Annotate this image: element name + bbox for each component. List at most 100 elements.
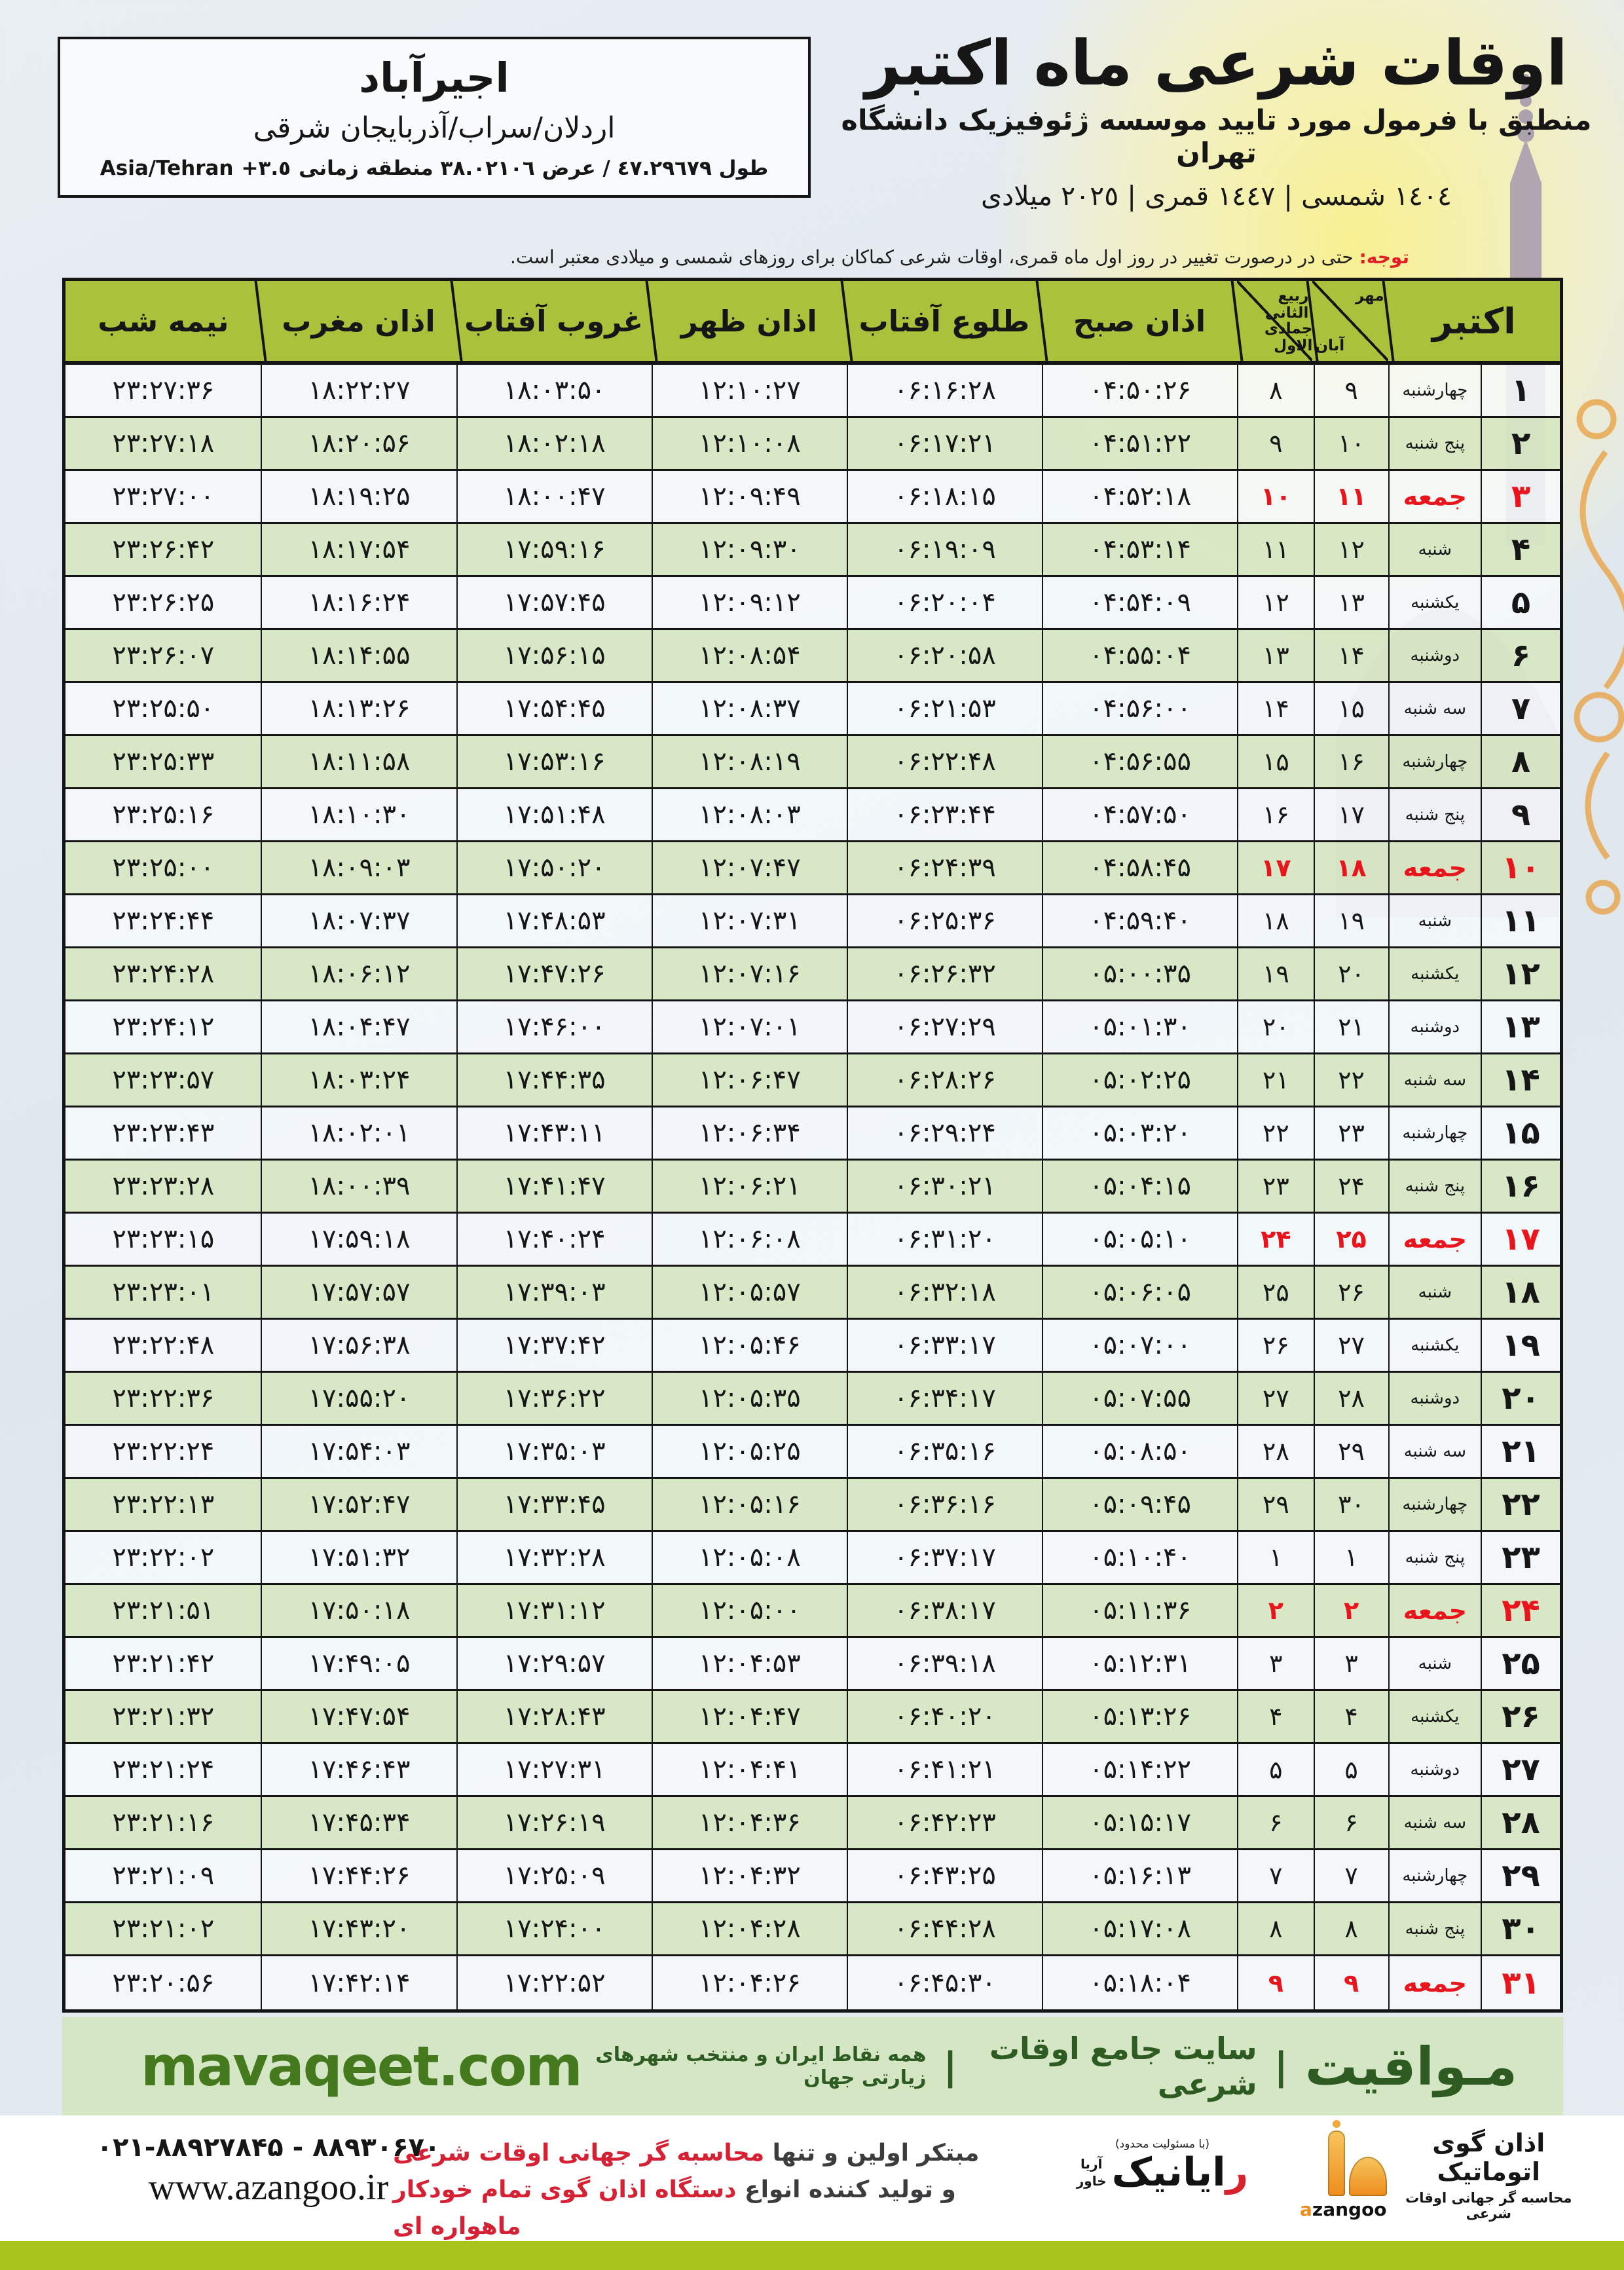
sunrise-cell: ۰۶:۲۱:۵۳	[846, 683, 1042, 734]
page-subtitle: منطبق با فرمول مورد تایید موسسه ژئوفیزیک…	[841, 103, 1592, 170]
maghrib-cell: ۱۷:۵۷:۵۷	[261, 1267, 456, 1318]
fajr-cell: ۰۴:۵۸:۴۵	[1041, 842, 1237, 893]
header-midnight: نیمه شب	[98, 303, 229, 339]
dhuhr-cell: ۱۲:۰۵:۲۵	[651, 1426, 847, 1477]
fajr-cell: ۰۴:۵۴:۰۹	[1041, 577, 1237, 628]
weekday-cell: دوشنبه	[1388, 1373, 1481, 1424]
midnight-cell: ۲۳:۲۰:۵۶	[112, 1967, 215, 1998]
midnight-cell: ۲۳:۲۴:۴۴	[112, 906, 215, 936]
sunset-cell: ۱۷:۳۹:۰۳	[456, 1267, 652, 1318]
midnight-cell: ۲۳:۲۶:۴۲	[112, 534, 215, 565]
midnight-cell: ۲۳:۲۶:۲۵	[112, 587, 215, 618]
maghrib-cell: ۱۷:۵۵:۲۰	[261, 1373, 456, 1424]
notice-line: توجه: حتی در درصورت تغییر در روز اول ماه…	[510, 246, 1409, 268]
sunset-cell: ۱۷:۵۴:۴۵	[456, 683, 652, 734]
fajr-cell: ۰۵:۱۳:۲۶	[1041, 1691, 1237, 1742]
weekday-cell: دوشنبه	[1388, 1001, 1481, 1052]
table-row: ۲۹ چهارشنبه ۷ ۷ ۰۵:۱۶:۱۳ ۰۶:۴۳:۲۵ ۱۲:۰۴:۳۲ ۱۷:۲…	[65, 1850, 1560, 1903]
sunset-cell: ۱۷:۲۹:۵۷	[456, 1638, 652, 1689]
hijri-day-cell: ۴	[1237, 1691, 1313, 1742]
azangoo-url-link[interactable]: www.azangoo.ir	[148, 2167, 389, 2208]
weekday-cell: یکشنبه	[1388, 577, 1481, 628]
hijri-day-cell: ۱۷	[1237, 842, 1313, 893]
weekday-cell: دوشنبه	[1388, 1744, 1481, 1795]
dhuhr-cell: ۱۲:۰۴:۴۱	[651, 1744, 847, 1795]
calendar-years: ١٤٠٤ شمسی | ١٤٤٧ قمری | ٢٠٢٥ میلادی	[980, 179, 1452, 212]
sunrise-cell: ۰۶:۴۳:۲۵	[846, 1850, 1042, 1901]
rayanik-logo: (با مسئولیت محدود) رایانیک آریا خاور	[1074, 2138, 1251, 2194]
azangoo-mark: azangoo	[1300, 2119, 1387, 2220]
weekday-cell: جمعه	[1388, 1956, 1481, 2009]
gregorian-day-cell: ۱۹	[1481, 1320, 1560, 1371]
table-row: ۱۸ شنبه ۲۶ ۲۵ ۰۵:۰۶:۰۵ ۰۶:۳۲:۱۸ ۱۲:۰۵:۵۷ ۱۷:۳۹:…	[65, 1267, 1560, 1320]
sunrise-cell: ۰۶:۲۲:۴۸	[846, 736, 1042, 787]
table-row: ۵ یکشنبه ۱۳ ۱۲ ۰۴:۵۴:۰۹ ۰۶:۲۰:۰۴ ۱۲:۰۹:۱۲ ۱۷:۵۷…	[65, 577, 1560, 630]
dhuhr-cell: ۱۲:۰۴:۴۷	[651, 1691, 847, 1742]
sunset-cell: ۱۷:۴۴:۳۵	[456, 1054, 652, 1106]
sunrise-cell: ۰۶:۳۴:۱۷	[846, 1373, 1042, 1424]
weekday-cell: پنج شنبه	[1388, 1161, 1481, 1212]
table-row: ۲۸ سه شنبه ۶ ۶ ۰۵:۱۵:۱۷ ۰۶:۴۲:۲۳ ۱۲:۰۴:۳۶ ۱۷:۲۶…	[65, 1797, 1560, 1850]
fajr-cell: ۰۵:۰۵:۱۰	[1041, 1214, 1237, 1265]
sunrise-cell: ۰۶:۲۵:۳۶	[846, 895, 1042, 946]
gregorian-day-cell: ۱۵	[1481, 1107, 1560, 1159]
sunset-cell: ۱۷:۲۷:۳۱	[456, 1744, 652, 1795]
gregorian-day-cell: ۵	[1481, 577, 1560, 628]
sunrise-cell: ۰۶:۳۷:۱۷	[846, 1532, 1042, 1583]
persian-day-cell: ۲	[1313, 1585, 1388, 1636]
gregorian-day-cell: ۱۲	[1481, 948, 1560, 999]
table-row: ۱ چهارشنبه ۹ ۸ ۰۴:۵۰:۲۶ ۰۶:۱۶:۲۸ ۱۲:۱۰:۲۷ ۱۸:۰۳…	[65, 365, 1560, 418]
sunrise-cell: ۰۶:۱۷:۲۱	[846, 418, 1042, 469]
table-row: ۱۶ پنج شنبه ۲۴ ۲۳ ۰۵:۰۴:۱۵ ۰۶:۳۰:۲۱ ۱۲:۰۶:۲۱ ۱۷…	[65, 1161, 1560, 1214]
persian-day-cell: ۱۸	[1313, 842, 1388, 893]
coords-text: طول ٤٧.٢٩٦٧٩ / عرض ٣٨.٠٢١٠٦ منطقه زمانی	[299, 156, 769, 180]
dhuhr-cell: ۱۲:۰۶:۲۱	[651, 1161, 847, 1212]
fajr-cell: ۰۵:۱۶:۱۳	[1041, 1850, 1237, 1901]
azangoo-text: اذان گوی اتوماتیک محاسبه گر جهانی اوقات …	[1396, 2129, 1581, 2222]
sunset-cell: ۱۷:۴۶:۰۰	[456, 1001, 652, 1052]
maghrib-cell: ۱۷:۴۶:۴۳	[261, 1744, 456, 1795]
mavaqeet-url-link[interactable]: mavaqeet.com	[141, 2034, 583, 2098]
hijri-day-cell: ۶	[1237, 1797, 1313, 1848]
sunset-cell: ۱۷:۲۶:۱۹	[456, 1797, 652, 1848]
sunset-cell: ۱۷:۵۳:۱۶	[456, 736, 652, 787]
midnight-cell: ۲۳:۲۵:۳۳	[112, 747, 215, 777]
table-row: ۳۰ پنج شنبه ۸ ۸ ۰۵:۱۷:۰۸ ۰۶:۴۴:۲۸ ۱۲:۰۴:۲۸ ۱۷:۲…	[65, 1903, 1560, 1956]
fajr-cell: ۰۵:۱۷:۰۸	[1041, 1903, 1237, 1954]
maghrib-cell: ۱۷:۴۹:۰۵	[261, 1638, 456, 1689]
dhuhr-cell: ۱۲:۰۵:۳۵	[651, 1373, 847, 1424]
table-row: ۶ دوشنبه ۱۴ ۱۳ ۰۴:۵۵:۰۴ ۰۶:۲۰:۵۸ ۱۲:۰۸:۵۴ ۱۷:۵۶…	[65, 630, 1560, 683]
persian-day-cell: ۴	[1313, 1691, 1388, 1742]
slogan-block: مبتکر اولین و تنها محاسبه گر جهانی اوقات…	[393, 2135, 1041, 2244]
sunset-cell: ۱۷:۵۰:۲۰	[456, 842, 652, 893]
midnight-cell: ۲۳:۲۱:۴۲	[112, 1648, 215, 1679]
persian-day-cell: ۲۶	[1313, 1267, 1388, 1318]
fajr-cell: ۰۴:۵۳:۱۴	[1041, 524, 1237, 575]
hijri-day-cell: ۱۸	[1237, 895, 1313, 946]
hijri-day-cell: ۱۲	[1237, 577, 1313, 628]
gregorian-day-cell: ۴	[1481, 524, 1560, 575]
mavaqeet-brand: مـواقیت	[1304, 2036, 1517, 2097]
hijri-day-cell: ۸	[1237, 365, 1313, 416]
hijri-day-cell: ۳	[1237, 1638, 1313, 1689]
weekday-cell: جمعه	[1388, 842, 1481, 893]
weekday-cell: سه شنبه	[1388, 1797, 1481, 1848]
weekday-cell: پنج شنبه	[1388, 418, 1481, 469]
maghrib-cell: ۱۷:۵۹:۱۸	[261, 1214, 456, 1265]
gregorian-day-cell: ۸	[1481, 736, 1560, 787]
sunrise-cell: ۰۶:۳۰:۲۱	[846, 1161, 1042, 1212]
dhuhr-cell: ۱۲:۰۴:۳۲	[651, 1850, 847, 1901]
prayer-times-table: اکتبر مهر آبان ربیع الثانی جمادی الاول ا…	[62, 278, 1563, 2013]
fajr-cell: ۰۵:۰۴:۱۵	[1041, 1161, 1237, 1212]
hijri-day-cell: ۲۰	[1237, 1001, 1313, 1052]
maghrib-cell: ۱۸:۰۷:۳۷	[261, 895, 456, 946]
sunset-cell: ۱۷:۳۲:۲۸	[456, 1532, 652, 1583]
weekday-cell: سه شنبه	[1388, 1054, 1481, 1106]
gregorian-day-cell: ۱۱	[1481, 895, 1560, 946]
gregorian-day-cell: ۳۰	[1481, 1903, 1560, 1954]
maghrib-cell: ۱۷:۴۳:۲۰	[261, 1903, 456, 1954]
table-row: ۱۷ جمعه ۲۵ ۲۴ ۰۵:۰۵:۱۰ ۰۶:۳۱:۲۰ ۱۲:۰۶:۰۸ ۱۷:۴۰:…	[65, 1214, 1560, 1267]
phone-numbers: ۰۲۱-۸۸۹۲۷۸۴۵ - ۸۸۹۳۰۶۷۰	[96, 2132, 441, 2163]
table-row: ۷ سه شنبه ۱۵ ۱۴ ۰۴:۵۶:۰۰ ۰۶:۲۱:۵۳ ۱۲:۰۸:۳۷ ۱۷:۵…	[65, 683, 1560, 736]
persian-day-cell: ۸	[1313, 1903, 1388, 1954]
